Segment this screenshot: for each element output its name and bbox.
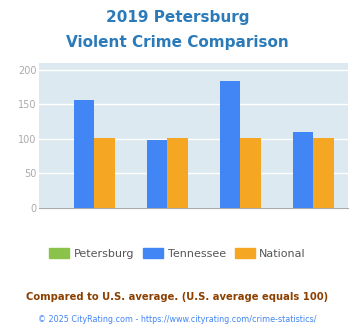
Bar bbox=[313, 138, 334, 208]
Bar bbox=[167, 138, 188, 208]
Text: Violent Crime Comparison: Violent Crime Comparison bbox=[66, 35, 289, 50]
Bar bbox=[240, 138, 261, 208]
Text: 2019 Petersburg: 2019 Petersburg bbox=[106, 10, 249, 25]
Bar bbox=[94, 138, 115, 208]
Bar bbox=[293, 132, 313, 208]
Bar bbox=[220, 82, 240, 208]
Text: Compared to U.S. average. (U.S. average equals 100): Compared to U.S. average. (U.S. average … bbox=[26, 292, 329, 302]
Text: © 2025 CityRating.com - https://www.cityrating.com/crime-statistics/: © 2025 CityRating.com - https://www.city… bbox=[38, 315, 317, 324]
Bar bbox=[73, 100, 94, 208]
Legend: Petersburg, Tennessee, National: Petersburg, Tennessee, National bbox=[45, 244, 310, 263]
Bar bbox=[147, 140, 167, 208]
